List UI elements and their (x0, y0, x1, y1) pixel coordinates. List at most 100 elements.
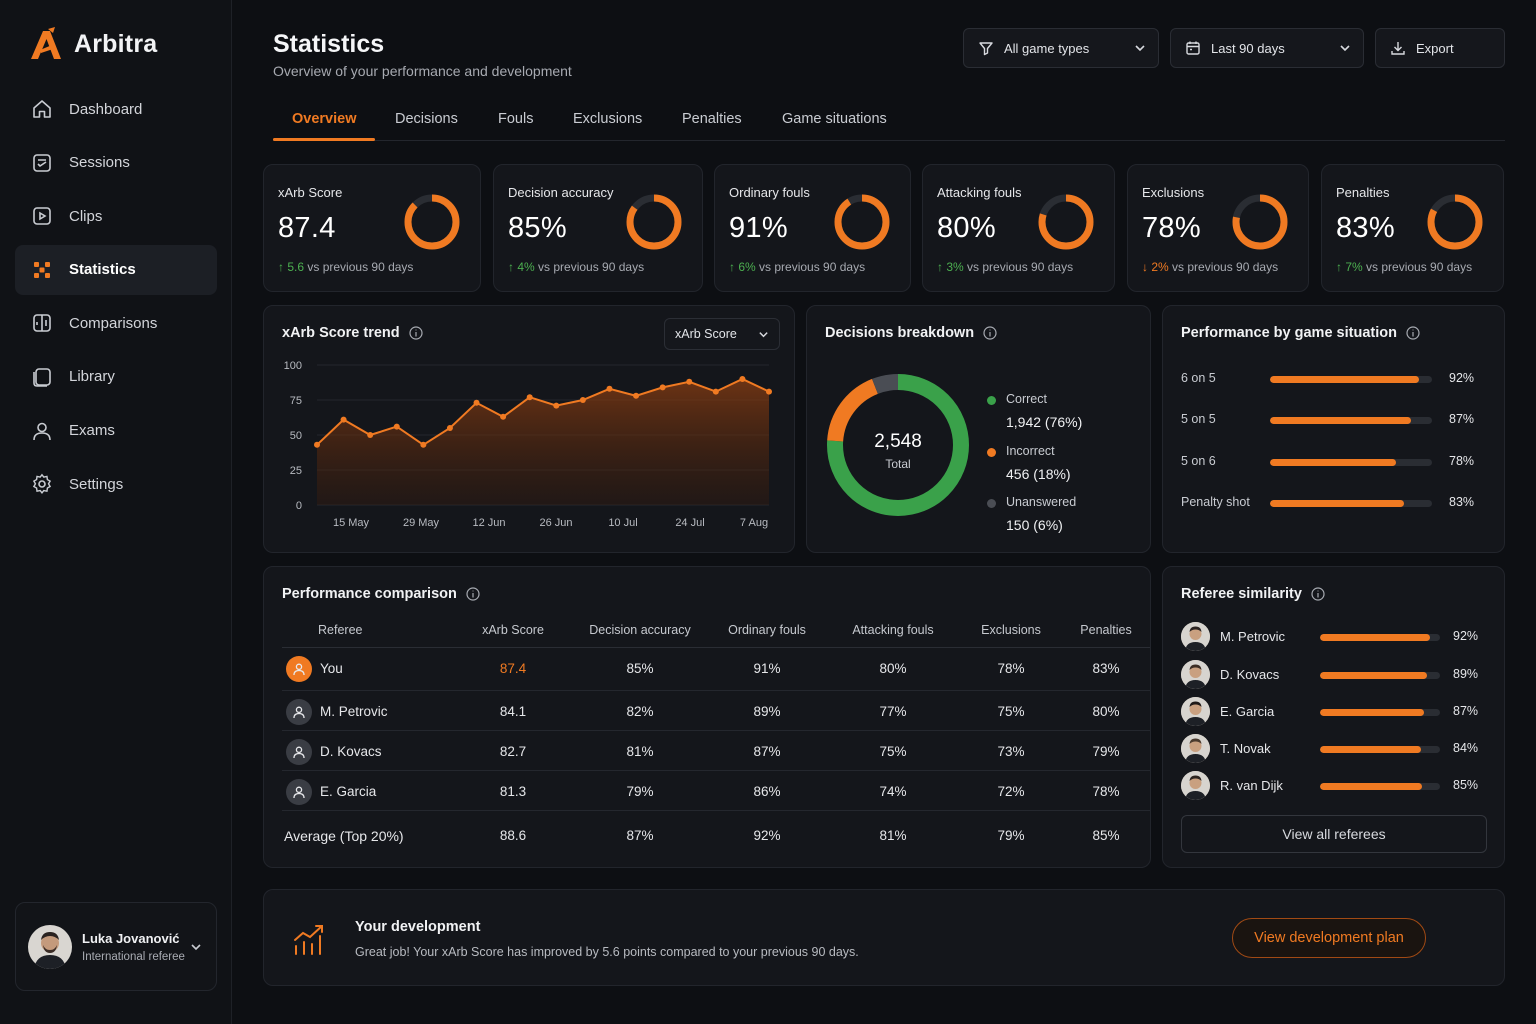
info-icon[interactable] (409, 326, 423, 340)
exams-icon (33, 422, 51, 440)
progress-bar (1270, 459, 1432, 466)
trend-point (367, 432, 374, 438)
user-role: International referee (82, 950, 185, 963)
x-tick-label: 24 Jul (675, 517, 704, 529)
sidebar-nav: Dashboard Sessions Clips Statistics Comp… (15, 84, 217, 513)
period-filter[interactable]: Last 90 days (1170, 28, 1364, 68)
sidebar-item-clips[interactable]: Clips (15, 191, 217, 241)
view-all-referees-button[interactable]: View all referees (1181, 815, 1487, 853)
trend-point (606, 385, 613, 392)
donut-total: 2,548 (874, 431, 922, 452)
page-title: Statistics (273, 30, 385, 58)
table-cell: 74% (879, 784, 907, 799)
breakdown-title: Decisions breakdown (825, 325, 997, 341)
kpi-delta-suffix: vs previous 90 days (967, 260, 1074, 274)
chevron-down-icon (1135, 45, 1145, 52)
sidebar-item-sessions[interactable]: Sessions (15, 138, 217, 188)
kpi-delta-suffix: vs previous 90 days (1172, 260, 1279, 274)
sidebar: Arbitra Dashboard Sessions Clips Statist… (0, 0, 232, 1024)
tab-exclusions[interactable]: Exclusions (573, 111, 643, 127)
sidebar-item-comparisons[interactable]: Comparisons (15, 298, 217, 348)
column-header: xArb Score (482, 623, 544, 637)
similarity-value: 89% (1453, 667, 1479, 681)
page-subtitle: Overview of your performance and develop… (273, 63, 572, 79)
arrow-up-icon: ↑ (508, 260, 518, 274)
user-profile-card[interactable]: Luka Jovanović International referee (15, 902, 217, 991)
progress-bar-fill (1320, 709, 1425, 716)
similarity-value: 85% (1453, 778, 1479, 792)
sidebar-item-library[interactable]: Library (15, 352, 217, 402)
game-situation-title-text: Performance by game situation (1181, 325, 1397, 341)
table-cell: 81.3 (499, 784, 527, 799)
x-tick-label: 26 Jun (539, 517, 572, 529)
similarity-row[interactable]: T. Novak 84% (1181, 734, 1481, 764)
tab-game-situations[interactable]: Game situations (782, 111, 887, 127)
kpi-label: Attacking fouls (937, 185, 1022, 200)
trend-metric-select[interactable]: xArb Score (664, 318, 780, 350)
sidebar-item-dashboard[interactable]: Dashboard (15, 84, 217, 134)
progress-bar-fill (1320, 783, 1422, 790)
kpi-delta-value: 5.6 (287, 260, 305, 274)
logo[interactable]: Arbitra (28, 26, 157, 62)
trend-point (766, 388, 772, 395)
game-situation-value: 83% (1449, 495, 1475, 509)
info-icon[interactable] (983, 326, 997, 340)
trend-card: xArb Score trend xArb Score 0 25 50 75 100 15… (263, 305, 795, 553)
kpi-delta-value: 4% (517, 260, 535, 274)
similarity-row[interactable]: M. Petrovic 92% (1181, 622, 1481, 652)
progress-bar (1270, 376, 1432, 383)
game-situation-row: 5 on 6 78% (1181, 452, 1481, 472)
trend-point (686, 378, 693, 385)
game-situation-value: 78% (1449, 454, 1475, 468)
similarity-row[interactable]: R. van Dijk 85% (1181, 771, 1481, 801)
info-icon[interactable] (1406, 326, 1420, 340)
y-tick-label: 100 (284, 360, 302, 372)
x-tick-label: 7 Aug (740, 517, 768, 529)
kpi-value: 87.4 (278, 212, 336, 244)
similarity-row[interactable]: E. Garcia 87% (1181, 697, 1481, 727)
kpi-label: xArb Score (278, 185, 343, 200)
progress-bar-fill (1270, 500, 1405, 507)
view-development-plan-button[interactable]: View development plan (1232, 918, 1426, 958)
ring-fill (1427, 194, 1483, 250)
sidebar-item-exams[interactable]: Exams (15, 406, 217, 456)
info-icon[interactable] (1311, 587, 1325, 601)
game-type-filter-value: All game types (1004, 40, 1090, 56)
info-icon[interactable] (466, 587, 480, 601)
trend-point (314, 441, 320, 448)
table-cell: 87% (753, 744, 781, 759)
sidebar-item-label: Sessions (69, 154, 130, 172)
filter-icon (979, 42, 993, 56)
table-row[interactable]: M. Petrovic 84.1 82% 89% 77% 75% 80% (282, 690, 1150, 730)
similarity-card: Referee similarity M. Petrovic 92% D. Kova… (1162, 566, 1505, 868)
kpi-value: 85% (508, 212, 567, 244)
referee-avatar (286, 699, 312, 725)
tab-decisions[interactable]: Decisions (395, 111, 458, 127)
development-title: Your development (355, 919, 481, 935)
similarity-row[interactable]: D. Kovacs 89% (1181, 660, 1481, 690)
tab-penalties[interactable]: Penalties (682, 111, 742, 127)
column-header: Penalties (1080, 623, 1132, 637)
kpi-delta: ↓ 2% vs previous 90 days (1142, 260, 1278, 274)
kpi-delta-suffix: vs previous 90 days (1366, 260, 1473, 274)
development-card: Your development Great job! Your xArb Sc… (263, 889, 1505, 986)
export-button[interactable]: Export (1375, 28, 1505, 68)
table-row[interactable]: You 87.4 85% 91% 80% 78% 83% (282, 647, 1150, 687)
table-row[interactable]: D. Kovacs 82.7 81% 87% 75% 73% 79% (282, 730, 1150, 770)
sidebar-item-settings[interactable]: Settings (15, 459, 217, 509)
kpi-delta: ↑ 6% vs previous 90 days (729, 260, 865, 274)
main-content: Statistics Overview of your performance … (233, 0, 1536, 1024)
trend-point (659, 384, 666, 391)
game-type-filter[interactable]: All game types (963, 28, 1159, 68)
sidebar-item-statistics[interactable]: Statistics (15, 244, 217, 295)
kpi-progress-ring (404, 194, 460, 250)
tab-fouls[interactable]: Fouls (498, 111, 534, 127)
referee-avatar (1181, 622, 1210, 651)
progress-bar (1320, 783, 1440, 790)
tab-overview[interactable]: Overview (292, 111, 357, 127)
kpi-card: Ordinary fouls 91% ↑ 6% vs previous 90 day… (714, 164, 911, 292)
trend-title-text: xArb Score trend (282, 325, 400, 341)
trend-point (553, 402, 560, 409)
table-row[interactable]: E. Garcia 81.3 79% 86% 74% 72% 78% (282, 770, 1150, 810)
chevron-down-icon[interactable] (190, 941, 202, 953)
